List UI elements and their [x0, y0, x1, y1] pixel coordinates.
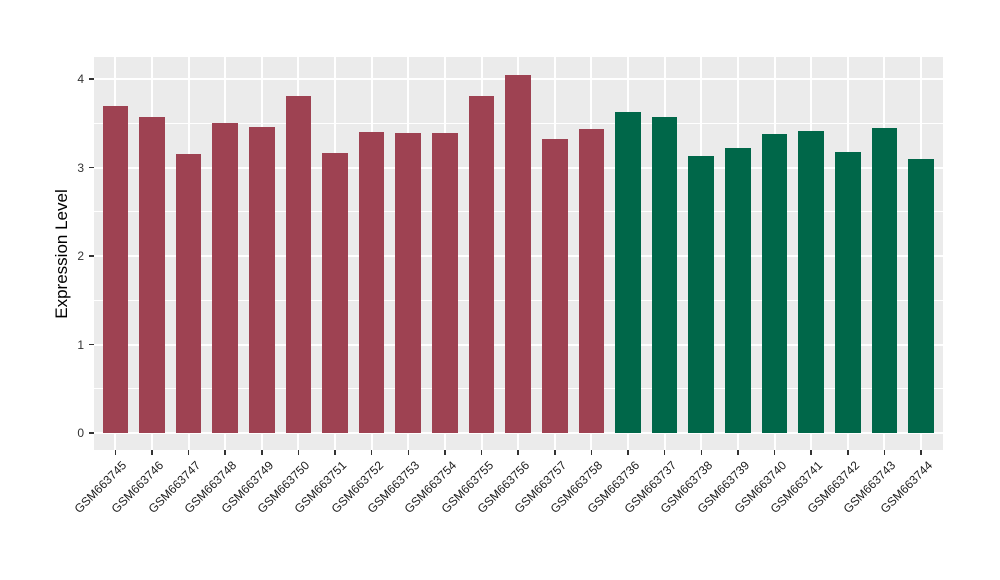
bar-GSM663737	[651, 117, 678, 433]
y-axis-tick-mark	[89, 166, 94, 169]
x-axis-tick-mark	[627, 450, 629, 455]
bar-GSM663753	[395, 132, 422, 433]
bar-GSM663738	[688, 155, 715, 433]
x-axis-tick-mark	[517, 450, 519, 455]
y-axis-tick-mark	[89, 255, 94, 257]
x-axis-tick-mark	[883, 450, 886, 455]
bar-GSM663747	[175, 154, 202, 433]
bar-GSM663742	[834, 151, 861, 433]
y-axis-tick-label: 1	[77, 337, 84, 352]
bar-GSM663756	[505, 75, 531, 433]
bar-GSM663749	[248, 126, 275, 433]
bar-GSM663751	[322, 153, 348, 433]
bar-GSM663754	[432, 132, 458, 433]
y-axis-tick-label: 3	[77, 160, 84, 175]
x-axis-tick-mark	[810, 450, 812, 455]
x-axis-tick-mark	[297, 450, 300, 455]
x-axis-tick-mark	[444, 450, 446, 455]
x-axis-tick-mark	[187, 450, 190, 455]
x-axis-tick-mark	[151, 450, 153, 455]
x-axis-tick-mark	[737, 450, 739, 455]
x-axis-tick-mark	[261, 450, 263, 455]
x-axis-tick-mark	[590, 450, 593, 455]
x-axis-tick-mark	[847, 450, 849, 455]
plot-panel	[94, 57, 943, 450]
bar-GSM663739	[725, 148, 751, 433]
y-axis-tick-mark	[89, 343, 94, 346]
x-axis-tick-mark	[114, 450, 117, 455]
bar-GSM663748	[212, 123, 238, 433]
y-axis-tick-mark	[89, 432, 94, 434]
y-axis-tick-mark	[89, 78, 94, 80]
x-axis-tick-mark	[407, 450, 410, 455]
bar-GSM663741	[798, 131, 824, 433]
bar-GSM663758	[578, 128, 605, 433]
bar-GSM663745	[102, 105, 129, 433]
x-axis-tick-mark	[370, 450, 373, 455]
x-axis-tick-mark	[920, 450, 922, 455]
bar-GSM663746	[139, 117, 165, 433]
x-axis-tick-mark	[773, 450, 776, 455]
bar-GSM663750	[285, 95, 312, 433]
x-axis-tick-mark	[700, 450, 702, 455]
x-axis-tick-mark	[334, 450, 336, 455]
bar-GSM663740	[761, 133, 788, 433]
bar-GSM663736	[615, 111, 641, 433]
bar-GSM663752	[358, 132, 385, 433]
y-axis-tick-label: 4	[77, 72, 84, 86]
x-axis-tick-mark	[554, 450, 556, 455]
bar-GSM663755	[468, 95, 495, 433]
bar-GSM663743	[871, 127, 898, 433]
bar-GSM663744	[908, 158, 934, 433]
y-axis-tick-label: 2	[77, 249, 84, 263]
x-axis-tick-mark	[224, 450, 226, 455]
x-axis-tick-mark	[480, 450, 483, 455]
bar-GSM663757	[541, 139, 568, 433]
x-axis-tick-mark	[663, 450, 666, 455]
y-axis-tick-label: 0	[77, 426, 84, 440]
